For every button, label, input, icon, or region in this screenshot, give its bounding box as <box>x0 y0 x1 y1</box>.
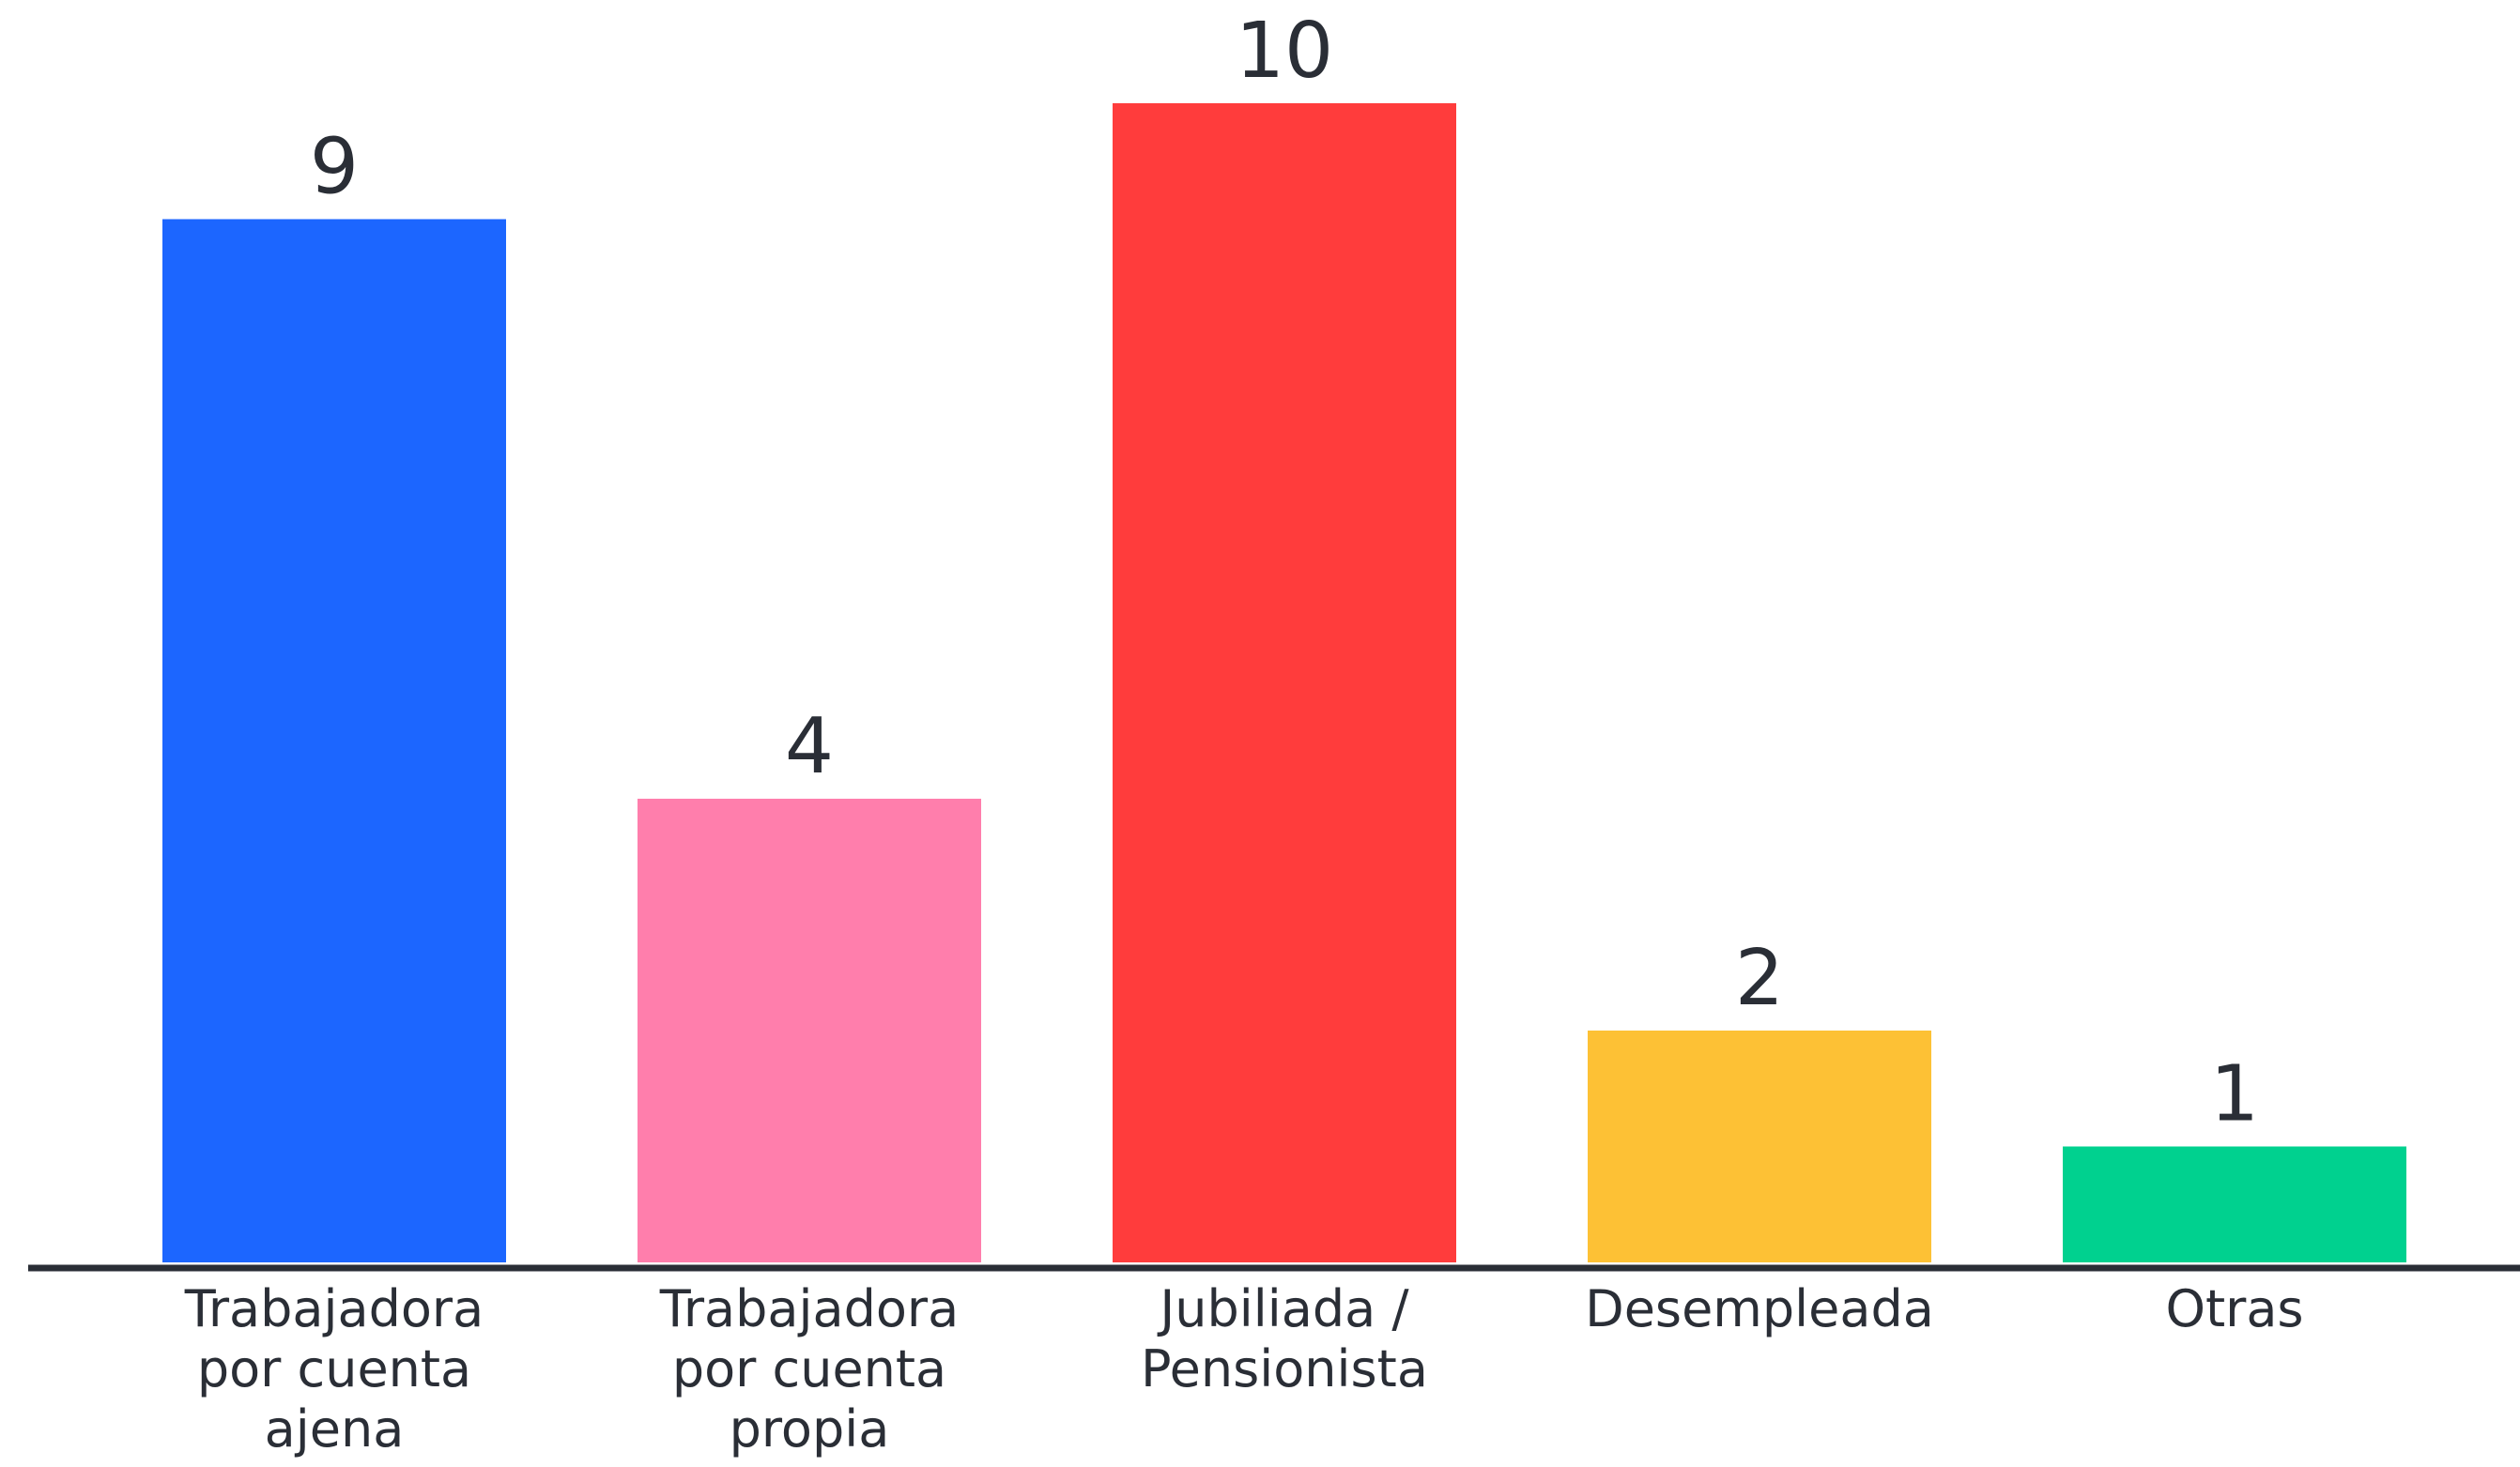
bar-4 <box>1588 1031 1931 1262</box>
category-label-5: Otras <box>2165 1279 2303 1338</box>
bar-5 <box>2063 1146 2406 1262</box>
category-label-line: propia <box>730 1399 890 1459</box>
category-label-line: Trabajadora <box>184 1279 484 1338</box>
category-label-2: Trabajadora por cuenta propia <box>659 1279 959 1459</box>
value-label-2: 4 <box>785 702 834 791</box>
bars-group <box>162 103 2406 1262</box>
category-label-4: Desempleada <box>1585 1279 1934 1338</box>
category-label-line: ajena <box>265 1399 405 1459</box>
value-label-5: 1 <box>2210 1050 2259 1139</box>
value-label-1: 9 <box>310 123 359 212</box>
bar-1 <box>162 219 506 1262</box>
category-label-3: Jubiliada / Pensionista <box>1141 1279 1428 1398</box>
category-label-1: Trabajadora por cuenta ajena <box>184 1279 484 1459</box>
category-label-line: Jubiliada / <box>1157 1279 1409 1338</box>
category-label-line: Trabajadora <box>659 1279 959 1338</box>
value-labels-group: 9 4 10 2 1 <box>310 7 2259 1139</box>
category-label-line: por cuenta <box>197 1339 471 1398</box>
category-label-line: por cuenta <box>672 1339 946 1398</box>
category-label-line: Desempleada <box>1585 1279 1934 1338</box>
value-label-3: 10 <box>1236 7 1333 96</box>
bar-2 <box>638 799 981 1262</box>
category-label-line: Otras <box>2165 1279 2303 1338</box>
category-label-line: Pensionista <box>1141 1339 1428 1398</box>
value-label-4: 2 <box>1735 934 1784 1023</box>
bar-3 <box>1113 103 1456 1262</box>
